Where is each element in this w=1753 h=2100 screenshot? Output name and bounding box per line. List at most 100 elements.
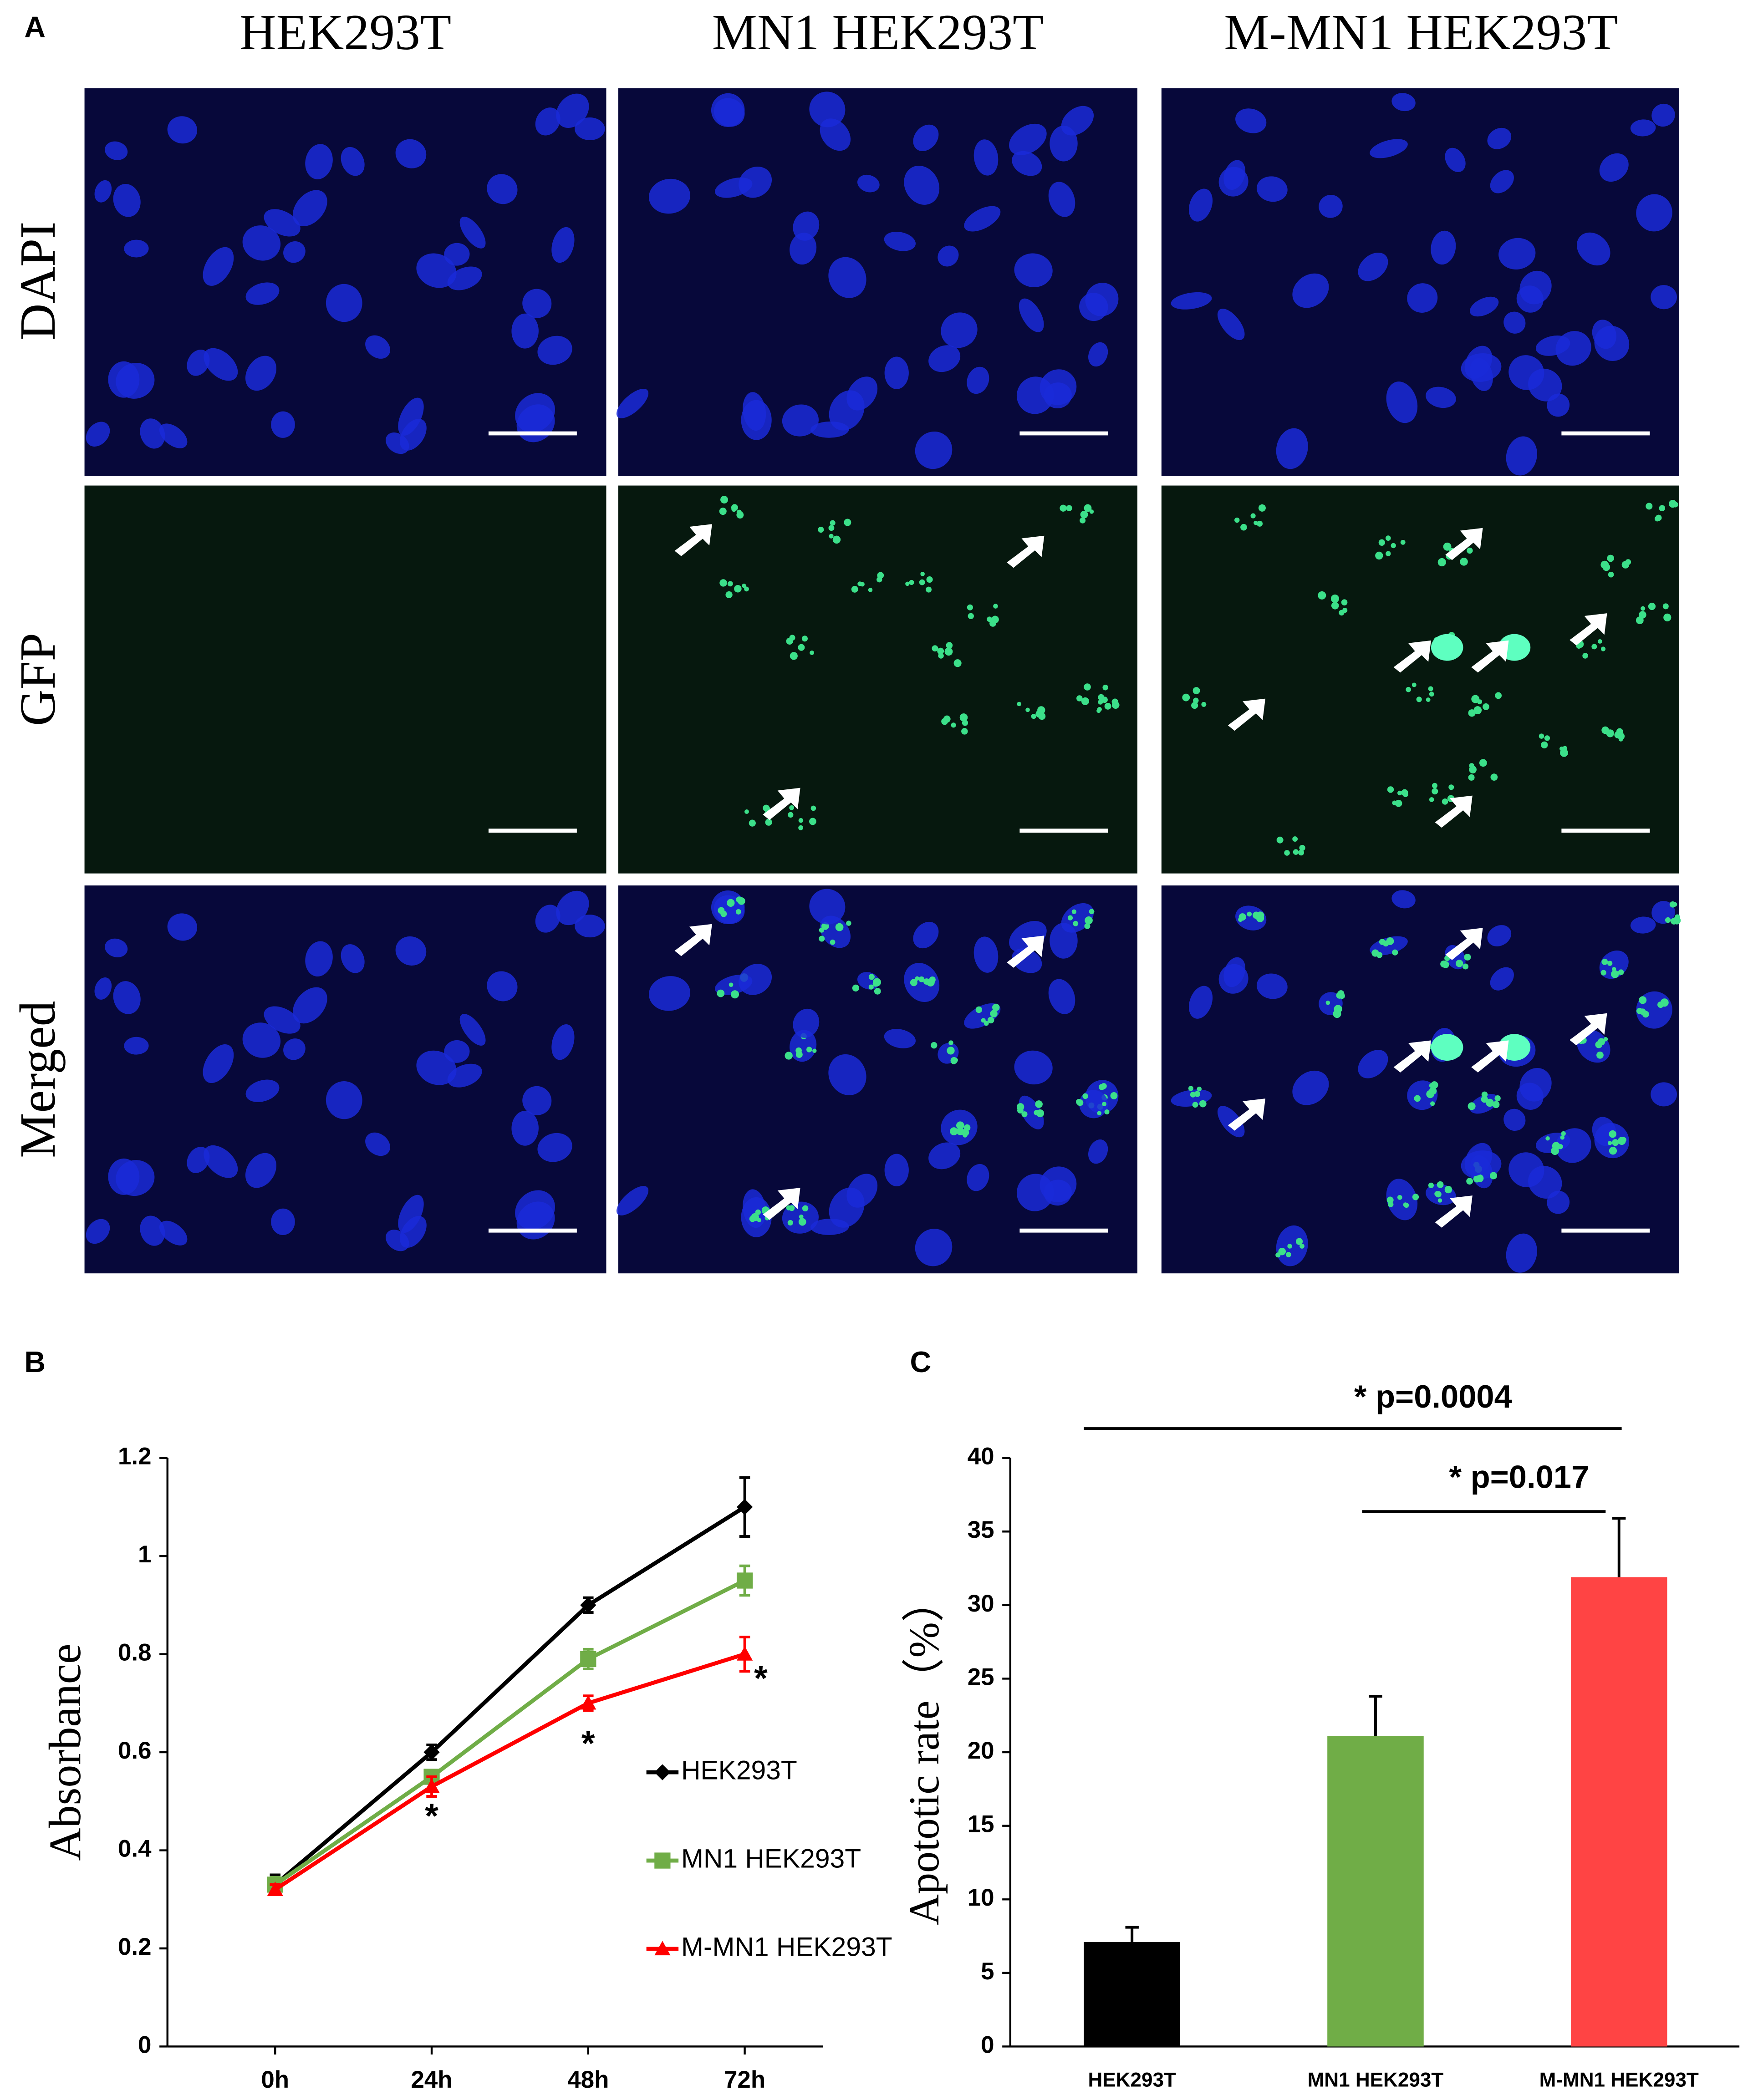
nucleus (1445, 147, 1466, 173)
nucleus (1358, 252, 1388, 281)
gfp-dot (1600, 646, 1606, 651)
gfp-dot (926, 576, 933, 583)
nucleus (140, 1215, 165, 1246)
nucleus (292, 190, 327, 227)
micrographs (84, 88, 1681, 1274)
gfp-bright (1431, 634, 1463, 661)
nucleus (242, 1022, 281, 1058)
nucleus (271, 411, 295, 438)
y-tick-label: 1 (138, 1541, 151, 1568)
gfp-dot (1331, 602, 1339, 610)
nucleus (938, 245, 959, 267)
gfp-dot (1481, 1096, 1488, 1103)
nucleus (447, 266, 482, 290)
nucleus (793, 1008, 820, 1038)
nucleus (809, 889, 846, 925)
nucleus (1292, 1070, 1329, 1105)
gfp-dot (1440, 960, 1447, 968)
micrograph (1161, 885, 1679, 1274)
nucleus (341, 944, 365, 973)
x-tick-label: MN1 HEK293T (1308, 2069, 1444, 2091)
gfp-dot (1481, 1091, 1488, 1098)
nucleus (444, 243, 470, 266)
gfp-dot (828, 525, 835, 531)
nucleus (1508, 1152, 1544, 1188)
nucleus (1577, 232, 1610, 266)
y-tick-label: 0.8 (118, 1639, 152, 1666)
gfp-dot (1611, 970, 1619, 978)
nucleus (1464, 1143, 1493, 1176)
gfp-dot (1429, 1083, 1434, 1088)
gfp-dot (765, 819, 772, 826)
nucleus (113, 183, 141, 217)
data-point (736, 1499, 753, 1515)
gfp-dot (1386, 551, 1391, 556)
gfp-dot (1412, 682, 1417, 687)
arrow (1570, 613, 1607, 646)
arrow (1228, 698, 1266, 731)
gfp-dot (1201, 702, 1207, 707)
gfp-dot (868, 588, 873, 592)
nucleus (1188, 188, 1213, 222)
gfp-dot (1539, 733, 1544, 739)
nucleus (711, 93, 745, 127)
gfp-dot (1473, 706, 1482, 714)
gfp-dot (809, 818, 816, 825)
nucleus (1506, 436, 1537, 476)
gfp-dot (1669, 901, 1676, 908)
gfp-dot (1082, 1093, 1088, 1099)
gfp-dot (738, 897, 745, 905)
bar (1327, 1736, 1424, 2047)
gfp-dot (1607, 554, 1614, 562)
gfp-dot (868, 974, 875, 980)
nucleus (1547, 1190, 1570, 1214)
gfp-dot (798, 1218, 806, 1226)
gfp-dot (868, 984, 874, 990)
gfp-dot (950, 1127, 958, 1135)
gfp-dot (1609, 1147, 1617, 1155)
gfp-dot (1414, 1095, 1421, 1102)
gfp-dot (1192, 687, 1200, 695)
gfp-dot (1429, 797, 1434, 802)
nucleus (245, 1153, 276, 1188)
nucleus (1431, 230, 1456, 265)
nucleus (140, 418, 165, 449)
nucleus (1519, 270, 1552, 305)
nucleus (1503, 1108, 1526, 1131)
gfp-dot (1601, 958, 1608, 965)
nucleus (1019, 1095, 1044, 1129)
nucleus (915, 1229, 953, 1266)
p-value-label: * p=0.0004 (1354, 1378, 1512, 1414)
nucleus (242, 225, 281, 261)
nucleus (810, 1219, 849, 1235)
gfp-dot (795, 1047, 802, 1054)
bar (1084, 1942, 1180, 2047)
gfp-dot (744, 809, 749, 814)
nucleus (1171, 292, 1212, 310)
gfp-dot (872, 978, 881, 986)
gfp-dot (719, 508, 727, 515)
nucleus (395, 139, 427, 168)
gfp-dot (1391, 543, 1396, 549)
gfp-dot (968, 613, 974, 619)
gfp-dot (744, 586, 749, 592)
gfp-dot (919, 579, 925, 585)
arrow (1471, 640, 1509, 673)
gfp-dot (1609, 1130, 1617, 1138)
gfp-dot (1076, 695, 1083, 702)
gfp-dot (1330, 595, 1339, 603)
legend-label: MN1 HEK293T (681, 1844, 861, 1874)
nucleus (782, 404, 819, 437)
nucleus (1426, 386, 1456, 408)
nucleus (283, 1038, 306, 1060)
nucleus (326, 1081, 362, 1119)
gfp-dot (1021, 1111, 1028, 1118)
y-tick-label: 0.4 (118, 1836, 152, 1862)
gfp-dot (963, 1133, 968, 1138)
gfp-dot (1483, 703, 1489, 710)
gfp-dot (984, 1021, 989, 1026)
gfp-dot (1617, 732, 1625, 740)
gfp-dot (1080, 517, 1086, 524)
gfp-dot (1608, 571, 1614, 578)
nucleus (884, 1029, 916, 1048)
